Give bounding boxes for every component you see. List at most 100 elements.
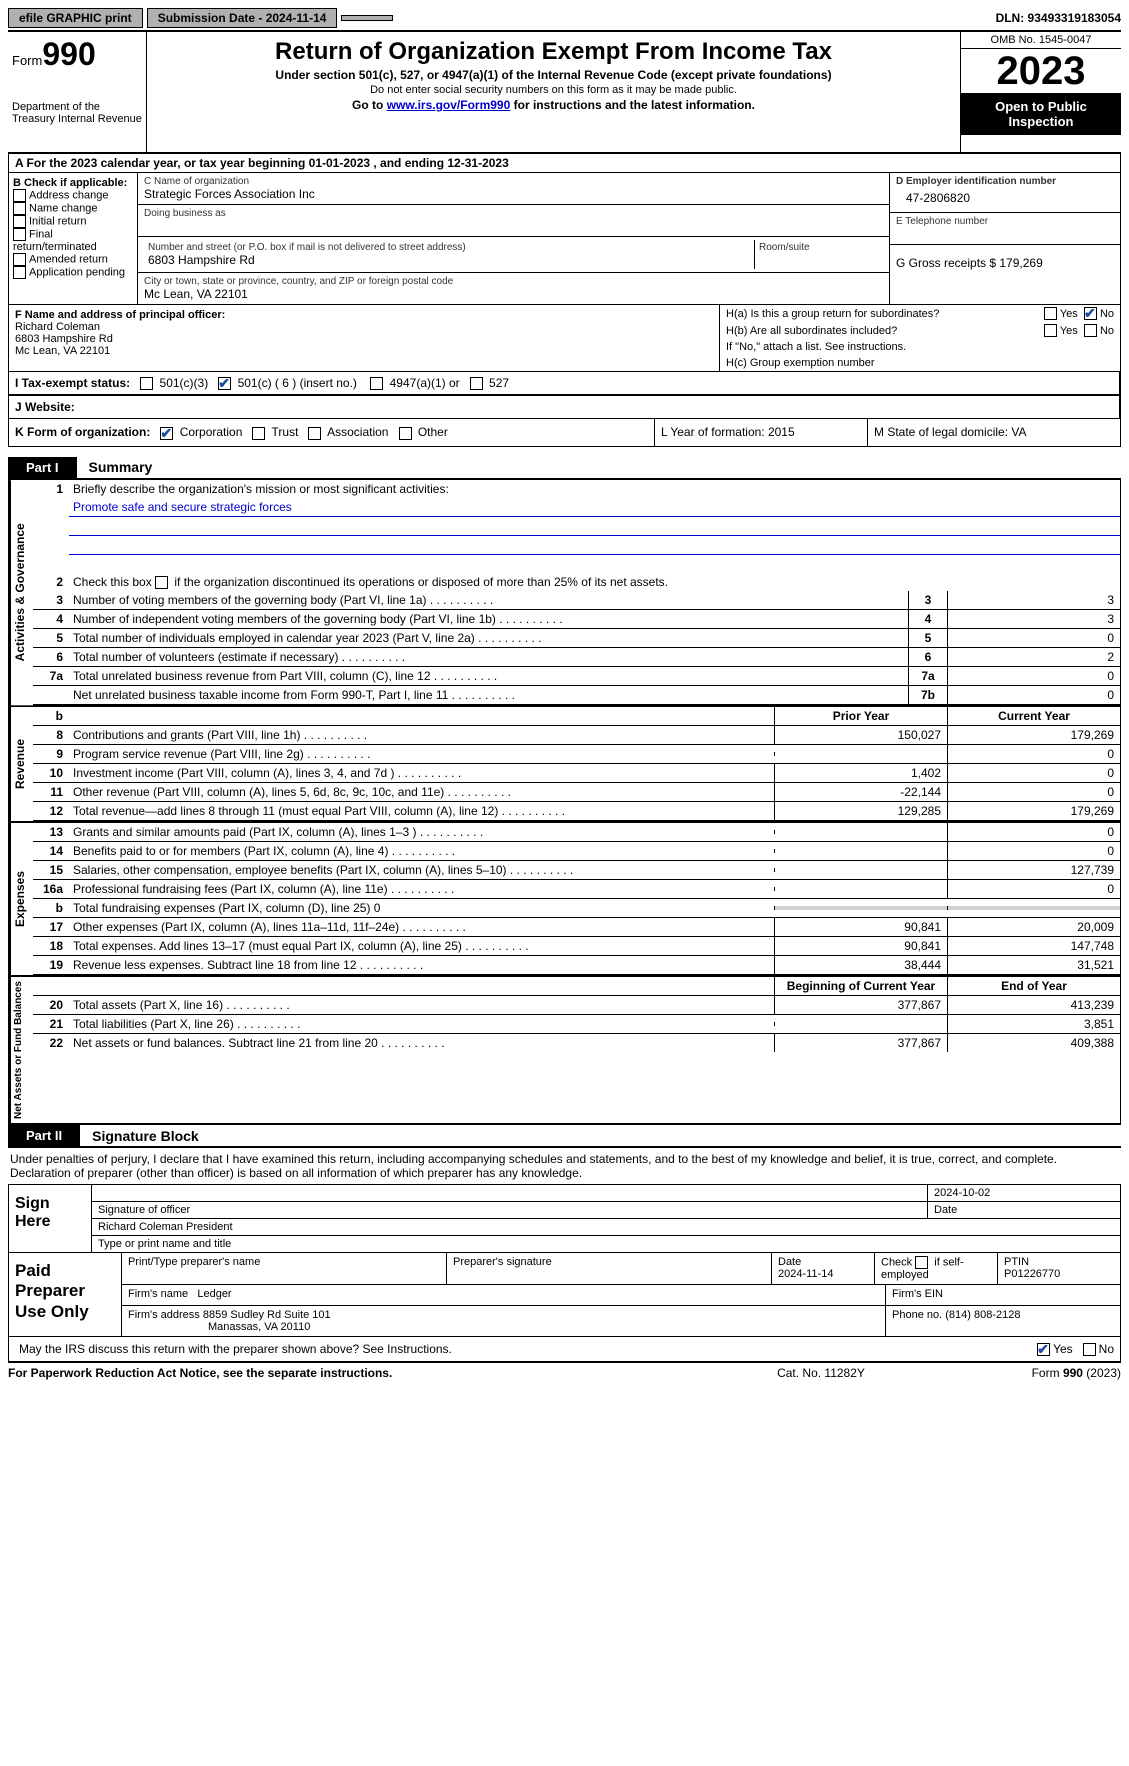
chk-self-employed[interactable]: [915, 1256, 928, 1269]
officer-addr1: 6803 Hampshire Rd: [15, 333, 713, 345]
street-address: 6803 Hampshire Rd: [148, 253, 750, 267]
block-netassets: Net Assets or Fund Balances Beginning of…: [8, 975, 1121, 1125]
rev-line-8: 8Contributions and grants (Part VIII, li…: [33, 726, 1120, 745]
col-b: B Check if applicable: Address change Na…: [9, 173, 138, 304]
chk-pending[interactable]: [13, 266, 26, 279]
discuss-no[interactable]: [1083, 1343, 1096, 1356]
vlabel-gov: Activities & Governance: [10, 480, 33, 705]
exp-line-14: 14Benefits paid to or for members (Part …: [33, 842, 1120, 861]
city-label: City or town, state or province, country…: [144, 276, 883, 287]
officer-name: Richard Coleman: [15, 321, 713, 333]
chk-527[interactable]: [470, 377, 483, 390]
open-public-badge: Open to Public Inspection: [961, 93, 1121, 135]
vlabel-rev: Revenue: [10, 707, 33, 821]
chk-assoc[interactable]: [308, 427, 321, 440]
dba-label: Doing business as: [144, 208, 883, 219]
net-line-20: 20Total assets (Part X, line 16)377,8674…: [33, 996, 1120, 1015]
chk-other[interactable]: [399, 427, 412, 440]
part2-header: Part II Signature Block: [8, 1125, 1121, 1148]
date-label: Date: [928, 1202, 1120, 1218]
chk-amended[interactable]: [13, 253, 26, 266]
gov-line-4: 4Number of independent voting members of…: [33, 610, 1120, 629]
firm-phone: (814) 808-2128: [945, 1309, 1020, 1321]
chk-initial[interactable]: [13, 215, 26, 228]
chk-name-change[interactable]: [13, 202, 26, 215]
omb-label: OMB No. 1545-0047: [961, 32, 1121, 49]
sig-officer-label: Signature of officer: [92, 1202, 928, 1218]
j-label: J Website:: [15, 400, 75, 414]
line2-label: Check this box if the organization disco…: [69, 573, 1120, 591]
chk-corp[interactable]: [160, 427, 173, 440]
chk-4947[interactable]: [370, 377, 383, 390]
room-label: Room/suite: [759, 242, 879, 253]
gross-receipts: G Gross receipts $ 179,269: [896, 248, 1114, 270]
chk-501c[interactable]: [218, 377, 231, 390]
form-word: Form: [12, 53, 42, 68]
paperwork-notice: For Paperwork Reduction Act Notice, see …: [8, 1366, 721, 1380]
firm-address2: Manassas, VA 20110: [208, 1321, 310, 1333]
mission-text: Promote safe and secure strategic forces: [69, 498, 1120, 517]
col-current: Current Year: [947, 707, 1120, 725]
org-name: Strategic Forces Association Inc: [144, 187, 883, 201]
ptin-value: P01226770: [1004, 1268, 1060, 1280]
form-title: Return of Organization Exempt From Incom…: [155, 38, 952, 66]
officer-block: F Name and address of principal officer:…: [8, 305, 1121, 372]
blank-button[interactable]: [341, 15, 393, 21]
officer-addr2: Mc Lean, VA 22101: [15, 345, 713, 357]
ein-value: 47-2806820: [896, 187, 1114, 209]
state-domicile: M State of legal domicile: VA: [868, 419, 1120, 445]
dln-label: DLN: 93493319183054: [996, 11, 1121, 25]
pp-self-employed: Check if self-employed: [875, 1253, 998, 1284]
gov-line-7a: 7aTotal unrelated business revenue from …: [33, 667, 1120, 686]
pp-name-label: Print/Type preparer's name: [122, 1253, 447, 1284]
line1-label: Briefly describe the organization's miss…: [69, 480, 1120, 498]
pp-sig-label: Preparer's signature: [447, 1253, 772, 1284]
irs-link[interactable]: www.irs.gov/Form990: [387, 98, 511, 112]
discuss-yes[interactable]: [1037, 1343, 1050, 1356]
col-end: End of Year: [947, 977, 1120, 995]
exp-line-16a: 16aProfessional fundraising fees (Part I…: [33, 880, 1120, 899]
cat-no: Cat. No. 11282Y: [721, 1366, 921, 1380]
chk-trust[interactable]: [252, 427, 265, 440]
row-ij: I Tax-exempt status: 501(c)(3) 501(c) ( …: [8, 372, 1121, 396]
hb-label: H(b) Are all subordinates included?: [726, 325, 1044, 337]
rev-line-12: 12Total revenue—add lines 8 through 11 (…: [33, 802, 1120, 821]
ha-label: H(a) Is this a group return for subordin…: [726, 308, 1044, 320]
paid-preparer-block: Paid Preparer Use Only Print/Type prepar…: [8, 1253, 1121, 1337]
hb-no[interactable]: [1084, 324, 1097, 337]
submission-button[interactable]: Submission Date - 2024-11-14: [147, 8, 338, 28]
ha-no[interactable]: [1084, 307, 1097, 320]
officer-printed: Richard Coleman President: [92, 1219, 1120, 1235]
firm-name: Ledger: [197, 1288, 231, 1300]
chk-address-change[interactable]: [13, 189, 26, 202]
perjury-declaration: Under penalties of perjury, I declare th…: [8, 1148, 1121, 1185]
chk-final[interactable]: [13, 228, 26, 241]
type-print-label: Type or print name and title: [92, 1236, 1120, 1252]
ein-label: D Employer identification number: [896, 176, 1114, 187]
net-line-21: 21Total liabilities (Part X, line 26)3,8…: [33, 1015, 1120, 1034]
ha-yes[interactable]: [1044, 307, 1057, 320]
c-name-label: C Name of organization: [144, 176, 883, 187]
hb2-label: If "No," attach a list. See instructions…: [726, 341, 1114, 353]
tax-year: 2023: [961, 49, 1121, 93]
dept-label: Department of the Treasury Internal Reve…: [12, 101, 142, 125]
chk-discontinued[interactable]: [155, 576, 168, 589]
page-footer: For Paperwork Reduction Act Notice, see …: [8, 1362, 1121, 1380]
gov-line-3: 3Number of voting members of the governi…: [33, 591, 1120, 610]
col-beg: Beginning of Current Year: [774, 977, 947, 995]
hb-yes[interactable]: [1044, 324, 1057, 337]
addr-label: Number and street (or P.O. box if mail i…: [148, 242, 750, 253]
chk-501c3[interactable]: [140, 377, 153, 390]
phone-label: E Telephone number: [896, 216, 1114, 227]
subtitle-3: Go to www.irs.gov/Form990 for instructio…: [155, 98, 952, 112]
subtitle-1: Under section 501(c), 527, or 4947(a)(1)…: [155, 68, 952, 82]
efile-button[interactable]: efile GRAPHIC print: [8, 8, 143, 28]
top-bar: efile GRAPHIC print Submission Date - 20…: [8, 8, 1121, 32]
hc-label: H(c) Group exemption number: [726, 357, 1114, 369]
form-number: 990: [42, 36, 95, 72]
subtitle-2: Do not enter social security numbers on …: [155, 84, 952, 96]
paid-preparer-label: Paid Preparer Use Only: [9, 1253, 122, 1336]
form-header: Form990 Department of the Treasury Inter…: [8, 32, 1121, 154]
line-a: A For the 2023 calendar year, or tax yea…: [8, 154, 1121, 173]
pp-date-value: 2024-11-14: [778, 1268, 833, 1280]
